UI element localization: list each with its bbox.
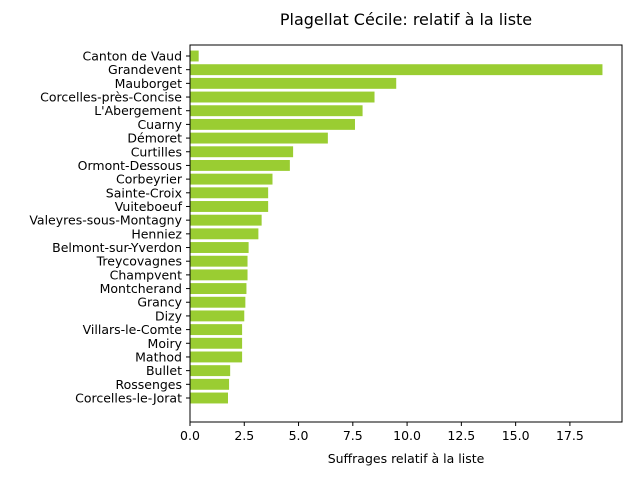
x-tick-label: 15.0 [502, 428, 530, 443]
category-label: L'Abergement [94, 103, 182, 118]
bar [190, 337, 243, 349]
bar [190, 159, 290, 171]
bars-group [190, 50, 603, 404]
bar [190, 187, 269, 199]
plot-frame [189, 44, 623, 423]
bar [190, 77, 397, 89]
bar [190, 64, 603, 76]
category-label: Démoret [127, 131, 182, 146]
category-label: Grandevent [108, 62, 182, 77]
bar [190, 283, 247, 295]
category-labels: Canton de VaudGrandeventMauborgetCorcell… [29, 49, 190, 406]
category-label: Treycovagnes [96, 254, 182, 269]
category-label: Cuarny [137, 117, 182, 132]
chart-title: Plagellat Cécile: relatif à la liste [280, 10, 532, 29]
x-tick-label: 7.5 [343, 428, 363, 443]
bar [190, 214, 262, 226]
category-label: Vuiteboeuf [115, 199, 183, 214]
x-tick-label: 0.0 [180, 428, 200, 443]
category-label: Moiry [148, 336, 183, 351]
bar [190, 118, 355, 130]
category-label: Canton de Vaud [83, 49, 182, 64]
category-label: Grancy [137, 295, 182, 310]
bar [190, 228, 259, 240]
bar [190, 201, 269, 212]
category-label: Champvent [110, 267, 182, 282]
bar [190, 296, 246, 308]
x-tick-label: 17.5 [556, 428, 584, 443]
category-label: Dizy [155, 308, 183, 323]
category-label: Sainte-Croix [106, 185, 182, 200]
category-label: Corcelles-près-Concise [40, 90, 182, 105]
x-axis-label: Suffrages relatif à la liste [328, 451, 485, 466]
x-tick-label: 2.5 [234, 428, 254, 443]
category-label: Valeyres-sous-Montagny [29, 213, 182, 228]
bar [190, 146, 294, 158]
category-label: Villars-le-Comte [83, 322, 183, 337]
category-label: Belmont-sur-Yverdon [52, 240, 182, 255]
x-tick-label: 12.5 [447, 428, 475, 443]
bar [190, 378, 230, 390]
bar [190, 310, 245, 322]
bar [190, 255, 248, 267]
category-label: Corcelles-le-Jorat [75, 391, 182, 406]
category-label: Bullet [146, 363, 182, 378]
bar [190, 392, 228, 404]
bar [190, 132, 328, 144]
bar [190, 242, 249, 253]
category-label: Henniez [131, 226, 182, 241]
bar [190, 269, 248, 281]
bar [190, 105, 363, 117]
bar [190, 50, 199, 62]
category-label: Curtilles [131, 144, 182, 159]
bar [190, 91, 375, 103]
bar [190, 173, 273, 185]
bar [190, 365, 231, 377]
category-label: Ormont-Dessous [78, 158, 182, 173]
category-label: Rossenges [115, 377, 182, 392]
category-label: Mathod [135, 349, 182, 364]
x-tick-label: 10.0 [393, 428, 421, 443]
bar [190, 324, 243, 336]
category-label: Mauborget [115, 76, 182, 91]
x-axis-ticks: 0.0 2.5 5.0 7.5 10.0 12.5 15.0 17.5 [180, 422, 584, 443]
category-label: Montcherand [100, 281, 182, 296]
x-tick-label: 5.0 [289, 428, 309, 443]
bar [190, 351, 243, 363]
category-label: Corbeyrier [116, 172, 183, 187]
